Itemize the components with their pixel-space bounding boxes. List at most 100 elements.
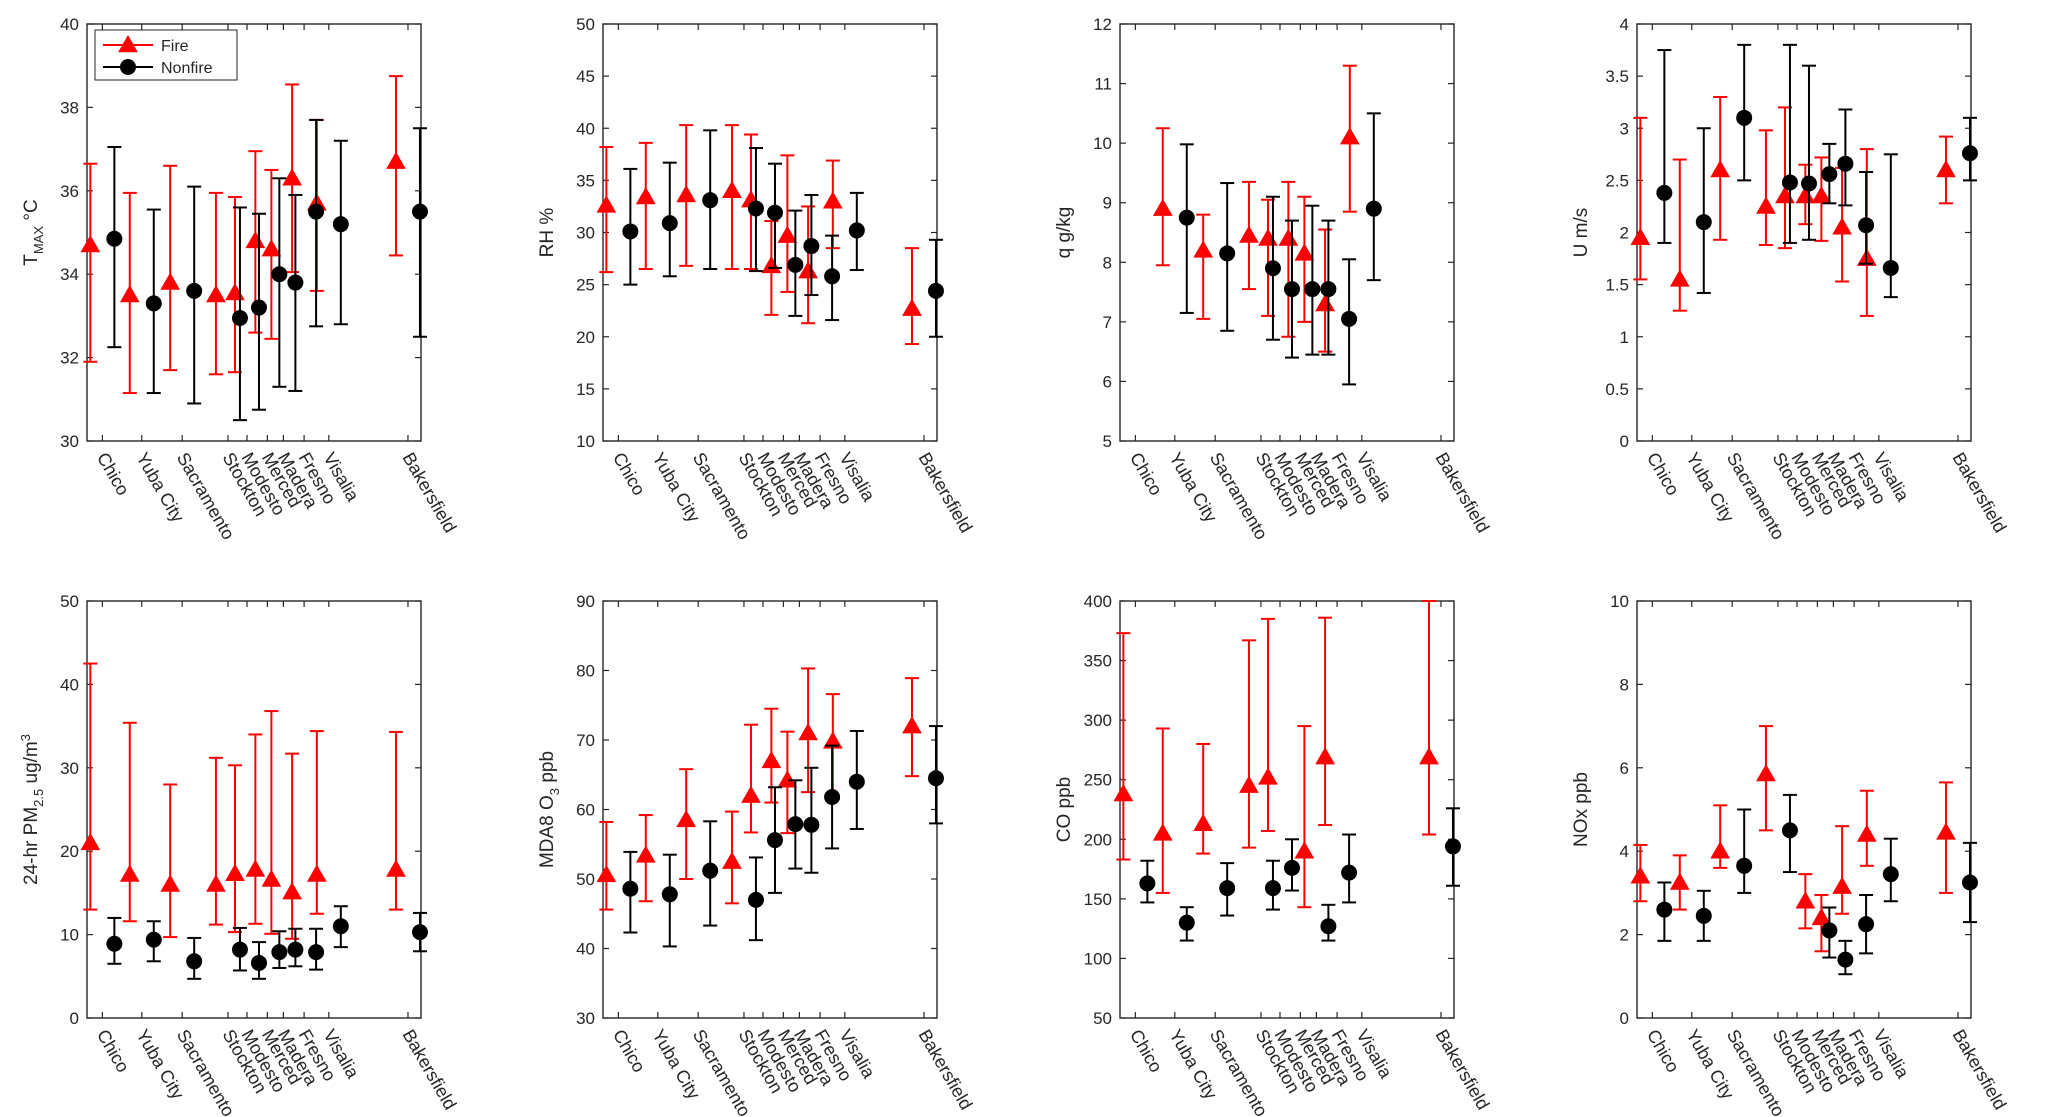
fire-point [1811, 186, 1832, 204]
series-fire [596, 667, 922, 911]
nonfire-point [1781, 822, 1798, 839]
y-tick-label: 50 [576, 870, 595, 889]
y-tick-label: 1.5 [1605, 276, 1629, 295]
series-fire [80, 662, 406, 940]
fire-point [1795, 891, 1816, 909]
y-tick-label: 350 [1084, 652, 1112, 671]
nonfire-point [1304, 281, 1321, 298]
y-tick-label: 0.5 [1605, 380, 1629, 399]
nonfire-point [1341, 310, 1358, 327]
nonfire-point [702, 192, 719, 209]
axes-box [1636, 600, 1972, 1019]
y-tick-label: 10 [1093, 134, 1112, 153]
nonfire-point [1837, 951, 1854, 968]
y-tick-label: 0 [70, 1009, 79, 1028]
nonfire-point [661, 886, 678, 903]
nonfire-point [1961, 145, 1978, 162]
y-tick-label: 34 [60, 265, 79, 284]
nonfire-point [1882, 259, 1899, 276]
nonfire-point [1695, 907, 1712, 924]
legend-fire-marker [118, 34, 138, 53]
y-tick-label: 50 [60, 592, 79, 611]
y-tick-label: 40 [60, 675, 79, 694]
nonfire-point [186, 953, 203, 970]
legend-nonfire-marker [120, 59, 136, 75]
fire-point [386, 151, 406, 169]
nonfire-point [271, 266, 288, 283]
fire-point [1193, 813, 1214, 832]
fire-point [798, 261, 818, 279]
series-fire [1630, 725, 1956, 953]
legend-fire-label: Fire [161, 38, 189, 55]
nonfire-point [1882, 866, 1899, 883]
fire-point [1936, 822, 1956, 840]
x-category-label: Chico [1126, 1026, 1166, 1076]
fire-point [160, 272, 181, 290]
series-nonfire [622, 129, 944, 338]
y-tick-label: 0 [1620, 432, 1629, 451]
y-tick-label: 300 [1084, 711, 1112, 730]
y-label-sub: 2.5 [31, 789, 46, 807]
y-tick-label: 10 [1610, 592, 1629, 611]
nonfire-point [848, 222, 865, 239]
nonfire-point [1444, 838, 1461, 855]
nonfire-point [1837, 155, 1854, 172]
y-tick-label: 100 [1084, 949, 1112, 968]
nonfire-point [1736, 109, 1753, 126]
legend-box [94, 29, 238, 81]
nonfire-point [1961, 874, 1978, 891]
nonfire-point [766, 832, 783, 849]
y-label-main: 24-hr PM [21, 807, 42, 885]
fire-point [741, 785, 761, 803]
fire-point [761, 750, 782, 769]
y-tick-label: 250 [1084, 771, 1112, 790]
y-tick-label: 2.5 [1605, 171, 1629, 190]
y-tick-label: 15 [576, 380, 595, 399]
y-label-main: T [21, 254, 42, 266]
y-label-main: CO ppb [1054, 777, 1075, 842]
fire-point [596, 195, 617, 213]
axes-box [602, 600, 938, 1019]
y-tick-label: 30 [60, 432, 79, 451]
nonfire-point [411, 924, 428, 941]
x-category-label: Chico [93, 449, 133, 499]
nonfire-point [803, 238, 820, 255]
fire-point [822, 191, 843, 209]
nonfire-point [1656, 901, 1673, 918]
y-label-main: RH % [537, 208, 558, 258]
nonfire-point [1320, 281, 1337, 298]
fire-point [1936, 159, 1956, 178]
y-axis-label: NOx ppb [1571, 772, 1592, 847]
nonfire-point [1656, 184, 1673, 201]
nonfire-point [824, 788, 841, 805]
nonfire-point [332, 216, 349, 233]
y-tick-label: 30 [576, 1009, 595, 1028]
nonfire-point [1341, 864, 1358, 881]
nonfire-point [106, 935, 123, 952]
y-tick-label: 8 [1103, 253, 1112, 272]
fire-point [1193, 240, 1214, 258]
y-tick-label: 6 [1620, 759, 1629, 778]
y-tick-label: 38 [60, 98, 79, 117]
y-tick-label: 35 [576, 171, 595, 190]
fire-point [596, 864, 617, 883]
y-label-main: MDA8 O [537, 795, 558, 868]
x-category-label: Bakersfield [915, 1026, 977, 1113]
y-label-unit: °C [21, 199, 42, 226]
y-tick-label: 2 [1620, 224, 1629, 243]
y-tick-label: 3 [1620, 119, 1629, 138]
nonfire-point [250, 299, 267, 316]
y-axis-label: U m/s [1571, 208, 1592, 258]
nonfire-point [1283, 281, 1300, 298]
nonfire-point [1821, 166, 1838, 183]
y-tick-label: 0 [1620, 1009, 1629, 1028]
series-nonfire [1656, 43, 1978, 299]
nonfire-point [1736, 857, 1753, 874]
fire-point [1669, 872, 1690, 890]
fire-point [777, 225, 798, 243]
y-tick-label: 12 [1093, 15, 1112, 34]
y-tick-label: 45 [576, 67, 595, 86]
